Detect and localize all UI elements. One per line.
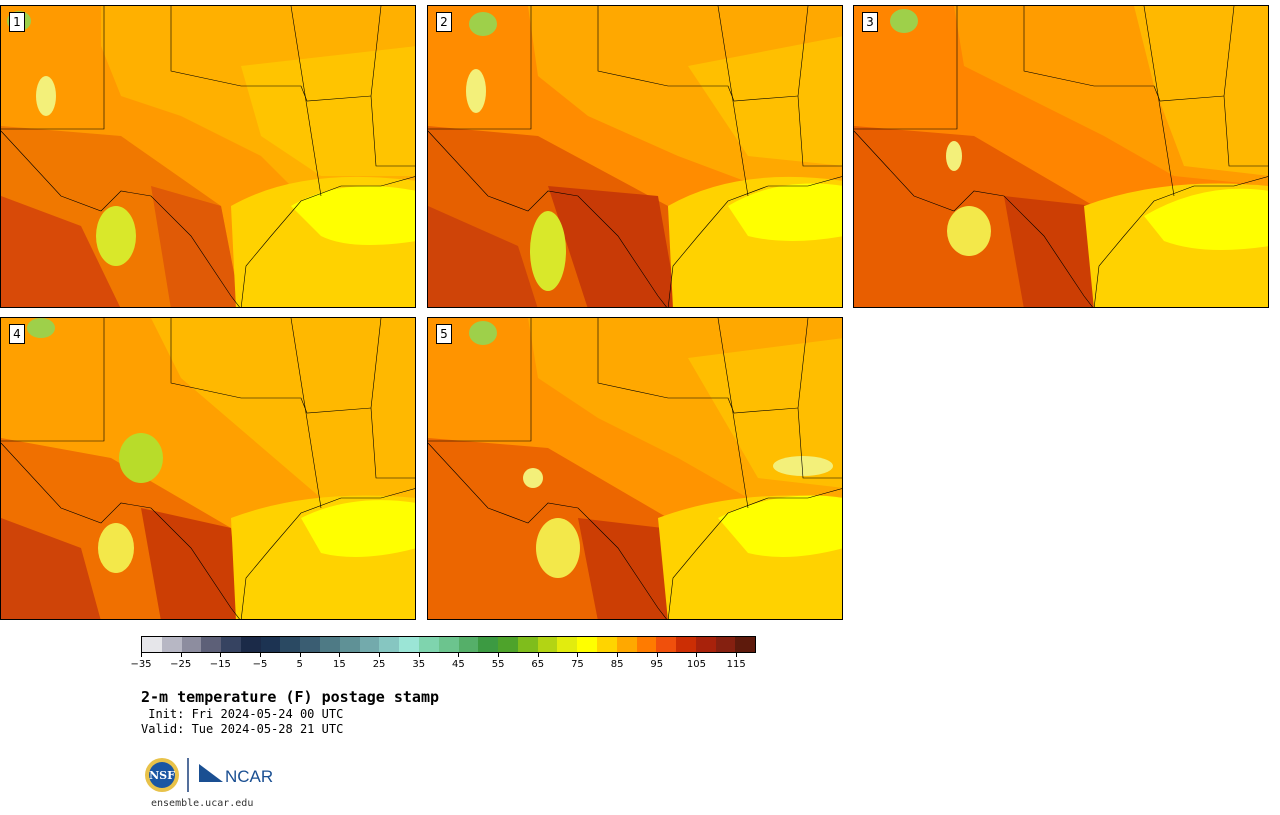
colorbar-swatch xyxy=(577,637,597,652)
colorbar-swatch xyxy=(735,637,756,652)
nsf-logo-text: NSF xyxy=(149,769,175,782)
panel-number-label: 2 xyxy=(436,12,452,32)
panel-number-label: 1 xyxy=(9,12,25,32)
colorbar-tick xyxy=(577,653,579,657)
init-time: Init: Fri 2024-05-24 00 UTC xyxy=(141,707,344,721)
temperature-map-5 xyxy=(428,318,842,619)
valid-time: Valid: Tue 2024-05-28 21 UTC xyxy=(141,722,344,736)
colorbar-tick xyxy=(260,653,262,657)
colorbar-tick xyxy=(617,653,619,657)
colorbar-swatch xyxy=(339,637,360,652)
colorbar-swatch xyxy=(616,637,637,652)
colorbar-tick xyxy=(696,653,698,657)
colorbar-swatch xyxy=(695,637,716,652)
colorbar-swatch xyxy=(478,637,499,652)
colorbar-tick xyxy=(418,653,420,657)
colorbar-tick-label: 95 xyxy=(650,659,664,670)
colorbar-swatch xyxy=(596,637,617,652)
colorbar-tick xyxy=(220,653,222,657)
stamp-panel-3[interactable]: 3 xyxy=(853,5,1269,308)
colorbar-tick xyxy=(141,653,142,657)
panel-number-label: 4 xyxy=(9,324,25,344)
colorbar-tick xyxy=(736,653,738,657)
logos: NSF NCAR xyxy=(145,756,285,796)
colorbar-tick-label: −35 xyxy=(130,659,152,670)
stamp-panel-1[interactable]: 1 xyxy=(0,5,416,308)
colorbar-swatch xyxy=(221,637,241,652)
colorbar-ticks: −35 −25 −15 −5 5 15 25 35 45 55 65 75 85 95 105 115 xyxy=(130,653,756,673)
colorbar-swatch xyxy=(320,637,340,652)
temperature-map-1 xyxy=(1,6,415,307)
colorbar-tick-label: −5 xyxy=(252,659,268,670)
colorbar-tick xyxy=(458,653,460,657)
colorbar-tick-label: 15 xyxy=(333,659,346,670)
colorbar-tick-label: −25 xyxy=(170,659,192,670)
colorbar-swatch xyxy=(280,637,301,652)
temperature-colorbar xyxy=(141,636,756,653)
colorbar-tick-label: 105 xyxy=(686,659,707,670)
temperature-map-4 xyxy=(1,318,415,619)
colorbar-swatch xyxy=(418,637,439,652)
colorbar-swatch xyxy=(379,637,400,652)
colorbar-tick-label: 85 xyxy=(610,659,624,670)
colorbar-tick-label: 25 xyxy=(372,659,386,670)
panel-number-label: 5 xyxy=(436,324,452,344)
colorbar-swatch xyxy=(142,637,162,652)
colorbar-swatch xyxy=(498,637,518,652)
colorbar-swatch xyxy=(557,637,578,652)
panel-number-label: 3 xyxy=(862,12,878,32)
colorbar-swatch xyxy=(438,637,459,652)
colorbar-swatch xyxy=(636,637,657,652)
colorbar-tick-label: 55 xyxy=(491,659,505,670)
colorbar-tick-label: 5 xyxy=(296,659,303,670)
source-url: ensemble.ucar.edu xyxy=(151,798,254,809)
colorbar-swatch xyxy=(240,637,261,652)
colorbar-tick xyxy=(537,653,539,657)
colorbar-tick xyxy=(379,653,381,657)
colorbar-swatch xyxy=(181,637,202,652)
colorbar-swatch xyxy=(715,637,736,652)
temperature-map-3 xyxy=(854,6,1268,307)
colorbar-tick-label: 45 xyxy=(452,659,465,670)
stamp-panel-4[interactable]: 4 xyxy=(0,317,416,620)
colorbar-tick-label: 35 xyxy=(412,659,426,670)
nsf-ncar-logo-icon: NSF NCAR xyxy=(145,758,273,792)
colorbar-tick xyxy=(180,653,182,657)
colorbar-swatch xyxy=(300,637,321,652)
colorbar-tick-label: 65 xyxy=(531,659,545,670)
colorbar-tick xyxy=(498,653,500,657)
colorbar-tick-label: −15 xyxy=(209,659,231,670)
colorbar-swatch xyxy=(656,637,677,652)
colorbar-tick xyxy=(299,653,301,657)
product-title: 2-m temperature (F) postage stamp xyxy=(141,688,440,706)
stamp-panel-5[interactable]: 5 xyxy=(427,317,843,620)
colorbar-tick-label: 115 xyxy=(726,659,746,670)
colorbar-swatch xyxy=(399,637,419,652)
colorbar-tick xyxy=(339,653,341,657)
colorbar-swatch xyxy=(359,637,380,652)
colorbar-swatch xyxy=(517,637,538,652)
colorbar-tick-label: 75 xyxy=(571,659,584,670)
colorbar-swatch xyxy=(201,637,222,652)
colorbar-tick xyxy=(656,653,658,657)
ncar-logo-text: NCAR xyxy=(225,767,273,786)
colorbar-swatch xyxy=(458,637,479,652)
colorbar-swatch xyxy=(676,637,696,652)
temperature-map-2 xyxy=(428,6,842,307)
stamp-panel-2[interactable]: 2 xyxy=(427,5,843,308)
colorbar-swatch xyxy=(537,637,558,652)
colorbar-swatch xyxy=(260,637,281,652)
colorbar-swatch xyxy=(161,637,182,652)
